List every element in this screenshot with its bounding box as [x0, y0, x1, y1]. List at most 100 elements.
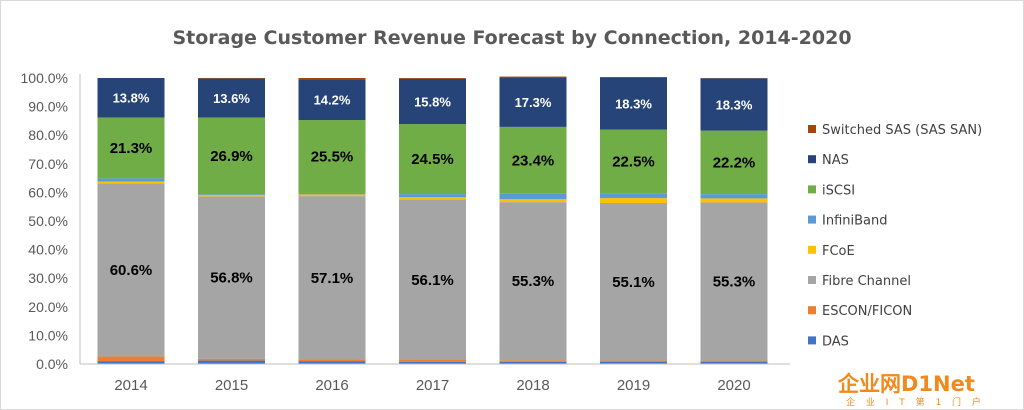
- y-tick-label: 90.0%: [28, 99, 68, 115]
- bar-segment-fibre-channel: [298, 196, 366, 360]
- bar-segment-iscsi: [499, 126, 567, 194]
- bar-segment-infiniband: [198, 194, 265, 195]
- y-tick-label: 40.0%: [28, 242, 68, 258]
- bar-segment-infiniband: [700, 194, 768, 199]
- bar-segment-fibre-channel: [399, 199, 466, 360]
- legend-item: NAS: [808, 153, 849, 168]
- bar-segment-nas: [499, 77, 567, 127]
- bar-segment-escon-ficon: [499, 360, 567, 362]
- data-label: 60.6%: [110, 262, 153, 279]
- bar-segment-infiniband: [600, 193, 667, 199]
- bar-segment-infiniband: [399, 194, 466, 198]
- legend-label: Fibre Channel: [822, 274, 911, 289]
- data-label: 56.1%: [411, 272, 454, 289]
- watermark-sub: 企 业 I T 第 1 门 户: [846, 396, 985, 408]
- legend-item: DAS: [808, 334, 849, 349]
- legend-item: iSCSI: [808, 183, 855, 198]
- y-tick-label: 30.0%: [28, 270, 68, 286]
- data-label: 18.3%: [615, 96, 652, 111]
- bar-segment-fcoe: [198, 194, 265, 197]
- bar-segment-fcoe: [700, 198, 768, 203]
- bar-segment-infiniband: [97, 178, 165, 182]
- bar-segment-nas: [600, 77, 667, 130]
- bar-segment-nas: [198, 78, 265, 118]
- bar-segment-escon-ficon: [97, 356, 165, 362]
- watermark: 企业网D1Net 企 业 I T 第 1 门 户: [837, 372, 985, 408]
- x-axis: 2014 2015 2016 2017 2018 2019 2020: [80, 363, 790, 394]
- y-tick-label: 10.0%: [28, 327, 68, 343]
- legend-swatch: [808, 125, 816, 133]
- legend-swatch: [808, 215, 816, 224]
- bar-segment-fcoe: [499, 199, 567, 203]
- bars: [97, 76, 768, 364]
- bar-segment-fcoe: [97, 181, 165, 184]
- x-tick-label: 2014: [114, 377, 147, 394]
- data-label: 22.5%: [612, 154, 655, 171]
- bar-segment-iscsi: [399, 124, 466, 195]
- legend-swatch: [808, 155, 816, 164]
- x-tick-label: 2019: [617, 377, 650, 394]
- bar-segment-escon-ficon: [198, 358, 265, 361]
- data-labels: 60.6% 21.3% 13.8% 56.8% 26.9% 13.6% 57.1% 25.5%…: [110, 91, 756, 291]
- data-label: 55.3%: [713, 273, 756, 290]
- x-tick-label: 2016: [315, 377, 348, 394]
- data-label: 55.3%: [512, 273, 555, 290]
- legend-label: InfiniBand: [822, 214, 888, 229]
- data-label: 55.1%: [612, 274, 655, 291]
- bar-segment-escon-ficon: [600, 360, 667, 362]
- bar-segment-escon-ficon: [298, 359, 366, 362]
- data-label: 18.3%: [716, 97, 753, 112]
- bar-segment-iscsi: [298, 120, 366, 193]
- legend-label: iSCSI: [822, 183, 855, 198]
- legend-swatch: [808, 245, 816, 254]
- legend-swatch: [808, 306, 816, 315]
- bar-segment-switched-sas-sas-san-: [399, 78, 466, 79]
- data-label: 13.8%: [113, 91, 150, 106]
- y-tick-label: 100.0%: [21, 70, 68, 86]
- bar-segment-das: [97, 361, 165, 364]
- legend-item: Fibre Channel: [808, 274, 911, 289]
- x-tick-label: 2017: [416, 377, 449, 394]
- bar-segment-infiniband: [499, 193, 567, 200]
- bar-segment-nas: [97, 78, 165, 118]
- legend-item: FCoE: [808, 244, 855, 259]
- data-label: 24.5%: [411, 151, 454, 168]
- data-label: 17.3%: [515, 95, 552, 110]
- data-label: 21.3%: [110, 140, 153, 157]
- bar-segment-iscsi: [600, 129, 667, 194]
- bar-segment-switched-sas-sas-san-: [298, 78, 366, 80]
- y-tick-label: 50.0%: [28, 213, 68, 229]
- bar-segment-iscsi: [97, 117, 165, 179]
- legend-label: ESCON/FICON: [822, 304, 912, 319]
- data-label: 23.4%: [512, 152, 555, 169]
- bar-segment-switched-sas-sas-san-: [499, 76, 567, 78]
- bar-segment-switched-sas-sas-san-: [198, 78, 265, 79]
- bar-segment-nas: [298, 79, 366, 121]
- legend: Switched SAS (SAS SAN) NAS iSCSI InfiniBand…: [808, 123, 982, 349]
- data-label: 22.2%: [713, 154, 756, 171]
- legend-label: NAS: [822, 153, 849, 168]
- y-tick-label: 70.0%: [28, 156, 68, 172]
- x-tick-label: 2020: [717, 377, 750, 394]
- data-label: 14.2%: [314, 93, 351, 108]
- bar-segment-das: [600, 361, 667, 364]
- bar-segment-fibre-channel: [499, 202, 567, 361]
- watermark-main: 企业网D1Net: [837, 372, 975, 396]
- x-tick-label: 2015: [215, 377, 248, 394]
- bar-segment-iscsi: [198, 117, 265, 195]
- bar-segment-infiniband: [298, 192, 366, 195]
- bar-segment-das: [499, 361, 567, 364]
- bar-segment-nas: [700, 78, 768, 131]
- legend-swatch: [808, 336, 816, 345]
- bar-segment-fibre-channel: [700, 202, 768, 361]
- data-label: 15.8%: [414, 94, 451, 109]
- x-tick-label: 2018: [516, 377, 549, 394]
- bar-segment-iscsi: [700, 130, 768, 195]
- bar-segment-fcoe: [600, 198, 667, 203]
- bar-segment-das: [700, 361, 768, 364]
- legend-label: DAS: [822, 334, 849, 349]
- bar-segment-fcoe: [399, 197, 466, 200]
- data-label: 26.9%: [210, 148, 253, 165]
- chart-title: Storage Customer Revenue Forecast by Con…: [172, 27, 851, 49]
